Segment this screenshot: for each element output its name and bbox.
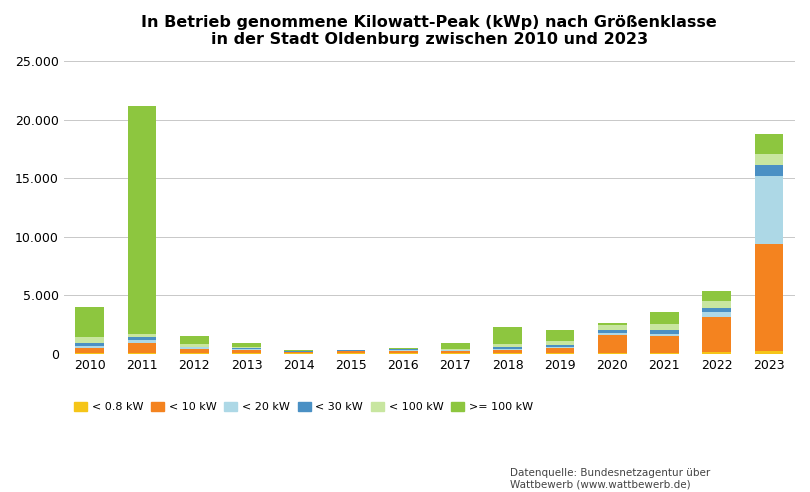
- Bar: [598, 325, 627, 330]
- Bar: [75, 307, 104, 337]
- Bar: [284, 350, 313, 351]
- Bar: [598, 330, 627, 333]
- Bar: [493, 347, 522, 348]
- Bar: [128, 340, 156, 343]
- Legend: < 0.8 kW, < 10 kW, < 20 kW, < 30 kW, < 100 kW, >= 100 kW: < 0.8 kW, < 10 kW, < 20 kW, < 30 kW, < 1…: [70, 397, 538, 417]
- Bar: [232, 348, 261, 349]
- Bar: [232, 347, 261, 348]
- Bar: [284, 352, 313, 353]
- Bar: [650, 312, 679, 324]
- Bar: [180, 346, 209, 347]
- Bar: [232, 342, 261, 347]
- Bar: [75, 348, 104, 353]
- Bar: [598, 335, 627, 353]
- Bar: [755, 176, 783, 244]
- Bar: [128, 106, 156, 334]
- Bar: [128, 343, 156, 353]
- Bar: [702, 291, 731, 301]
- Bar: [702, 301, 731, 308]
- Bar: [389, 350, 418, 351]
- Bar: [650, 334, 679, 336]
- Bar: [650, 353, 679, 354]
- Bar: [441, 350, 470, 351]
- Bar: [598, 333, 627, 335]
- Bar: [546, 345, 574, 347]
- Bar: [546, 348, 574, 353]
- Bar: [598, 353, 627, 354]
- Bar: [493, 344, 522, 347]
- Bar: [493, 327, 522, 344]
- Bar: [546, 340, 574, 345]
- Bar: [389, 351, 418, 353]
- Bar: [180, 349, 209, 353]
- Bar: [755, 165, 783, 176]
- Bar: [546, 347, 574, 348]
- Bar: [493, 349, 522, 353]
- Bar: [337, 350, 365, 351]
- Bar: [180, 347, 209, 349]
- Bar: [441, 343, 470, 349]
- Bar: [180, 344, 209, 346]
- Bar: [441, 349, 470, 350]
- Bar: [755, 244, 783, 351]
- Bar: [75, 345, 104, 348]
- Bar: [650, 336, 679, 353]
- Bar: [389, 349, 418, 350]
- Bar: [755, 134, 783, 154]
- Text: Datenquelle: Bundesnetzagentur über
Wattbewerb (www.wattbewerb.de): Datenquelle: Bundesnetzagentur über Watt…: [510, 468, 710, 490]
- Bar: [650, 324, 679, 330]
- Bar: [180, 336, 209, 344]
- Bar: [337, 351, 365, 353]
- Bar: [128, 337, 156, 340]
- Bar: [128, 334, 156, 337]
- Bar: [755, 351, 783, 354]
- Title: In Betrieb genommene Kilowatt-Peak (kWp) nach Größenklasse
in der Stadt Oldenbur: In Betrieb genommene Kilowatt-Peak (kWp)…: [142, 15, 717, 47]
- Bar: [75, 337, 104, 343]
- Bar: [702, 308, 731, 312]
- Bar: [232, 350, 261, 353]
- Bar: [755, 154, 783, 165]
- Bar: [232, 349, 261, 350]
- Bar: [75, 343, 104, 345]
- Bar: [441, 351, 470, 353]
- Bar: [650, 330, 679, 334]
- Bar: [702, 312, 731, 317]
- Bar: [702, 317, 731, 352]
- Bar: [598, 323, 627, 325]
- Bar: [493, 348, 522, 349]
- Bar: [546, 330, 574, 340]
- Bar: [702, 352, 731, 354]
- Bar: [128, 353, 156, 354]
- Bar: [389, 348, 418, 349]
